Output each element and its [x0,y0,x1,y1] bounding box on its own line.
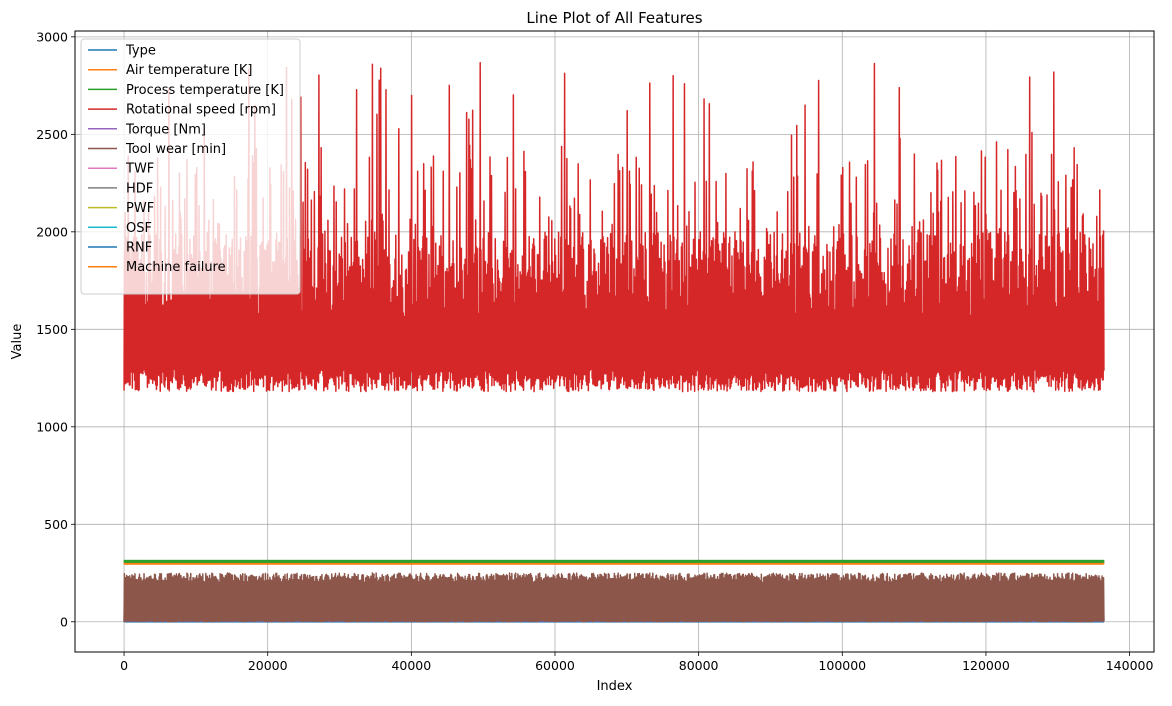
legend-entry: Type [125,44,156,59]
x-tick-label: 80000 [679,658,719,673]
y-tick-label: 500 [44,517,68,532]
y-axis-label: Value [10,324,25,360]
legend-entry: PWF [126,201,154,216]
x-tick-label: 140000 [1106,658,1154,673]
series-line [124,573,1104,622]
series-line [124,561,1104,563]
x-axis-label: Index [597,679,633,694]
legend-entry: Torque [Nm] [125,122,206,137]
x-tick-label: 120000 [962,658,1010,673]
legend-entry: Tool wear [min] [125,142,226,157]
legend-entry: Machine failure [126,260,226,275]
x-tick-label: 20000 [248,658,288,673]
chart-title: Line Plot of All Features [526,9,702,27]
x-tick-label: 60000 [535,658,575,673]
legend-entry: Process temperature [K] [126,83,284,98]
legend-entry: OSF [126,221,152,236]
y-tick-label: 1000 [36,419,68,434]
y-tick-label: 2000 [36,224,68,239]
x-tick-label: 100000 [818,658,866,673]
legend-entry: Air temperature [K] [126,63,253,78]
y-tick-label: 0 [60,614,68,629]
legend-entry: Rotational speed [rpm] [126,103,276,118]
legend-entry: HDF [126,181,153,196]
legend-entry: RNF [126,241,152,256]
y-axis: 0 500 1000 1500 2000 2500 3000 [36,29,75,629]
legend: Type Air temperature [K] Process temperatu… [81,39,300,294]
x-tick-label: 40000 [391,658,431,673]
y-tick-label: 3000 [36,29,68,44]
x-axis: 0 20000 40000 60000 80000 100000 120000 140000 [120,652,1153,673]
y-tick-label: 2500 [36,127,68,142]
legend-entry: TWF [125,162,154,177]
x-tick-label: 0 [120,658,128,673]
y-tick-label: 1500 [36,322,68,337]
